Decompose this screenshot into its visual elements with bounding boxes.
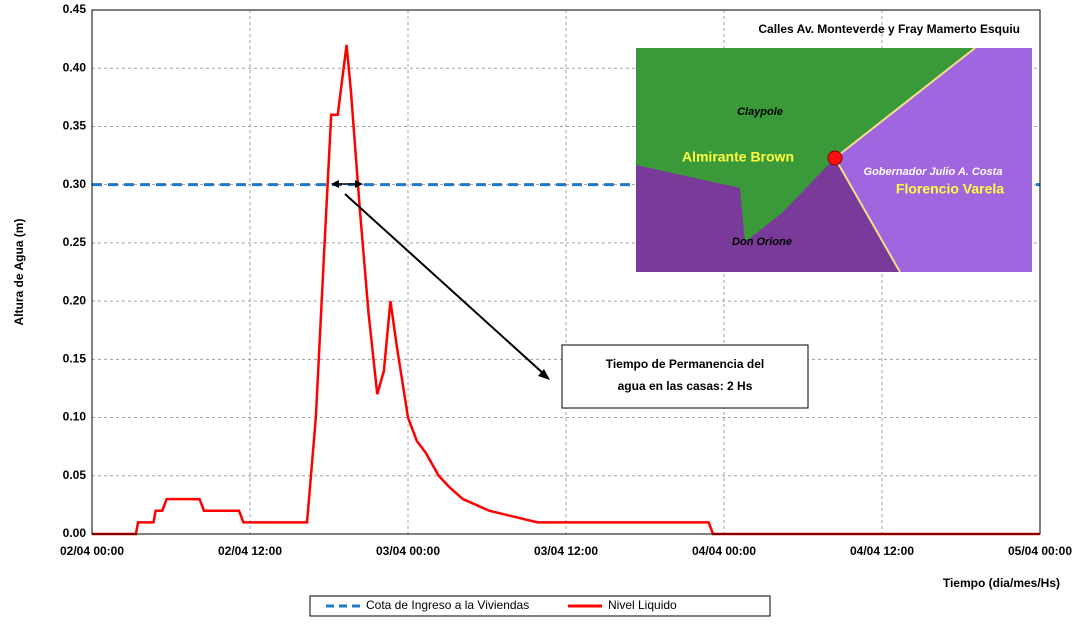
plot-border <box>91 9 1041 535</box>
map-label: Claypole <box>737 106 783 118</box>
y-tick-label: 0.20 <box>63 293 87 307</box>
map-label: Florencio Varela <box>896 181 1004 197</box>
x-tick-label: 02/04 12:00 <box>218 544 282 558</box>
map-label: Almirante Brown <box>682 149 794 165</box>
y-tick-label: 0.45 <box>63 2 87 16</box>
x-tick-label: 04/04 12:00 <box>850 544 914 558</box>
y-tick-label: 0.00 <box>63 526 87 540</box>
x-tick-label: 03/04 12:00 <box>534 544 598 558</box>
y-tick-label: 0.05 <box>63 468 87 482</box>
y-tick-label: 0.30 <box>63 177 87 191</box>
y-tick-label: 0.35 <box>63 119 87 133</box>
inset-title: Calles Av. Monteverde y Fray Mamerto Esq… <box>758 22 1020 36</box>
y-tick-label: 0.10 <box>63 410 87 424</box>
map-dark-purple <box>636 158 900 272</box>
x-tick-label: 04/04 00:00 <box>692 544 756 558</box>
legend-label: Cota de Ingreso a la Viviendas <box>366 598 529 612</box>
y-tick-label: 0.25 <box>63 235 87 249</box>
legend-label: Nivel Liquido <box>608 598 677 612</box>
x-tick-label: 02/04 00:00 <box>60 544 124 558</box>
annotation: Tiempo de Permanencia del agua en las ca… <box>331 180 809 409</box>
y-tick-label: 0.15 <box>63 352 87 366</box>
map-label: Gobernador Julio A. Costa <box>864 166 1003 178</box>
map-light-purple <box>835 48 1032 272</box>
arrow-head <box>355 180 363 188</box>
y-axis-label: Altura de Agua (m) <box>12 219 26 326</box>
callout-text: Tiempo de Permanencia del <box>606 357 765 371</box>
arrow-head <box>331 180 339 188</box>
callout-text: agua en las casas: 2 Hs <box>618 379 753 393</box>
map-label: Don Orione <box>732 236 792 248</box>
x-tick-label: 05/04 00:00 <box>1008 544 1072 558</box>
arrow-head <box>538 369 550 380</box>
series-line <box>92 44 1040 536</box>
x-axis-label: Tiempo (dia/mes/Hs) <box>943 576 1060 590</box>
legend <box>309 595 771 617</box>
x-tick-label: 03/04 00:00 <box>376 544 440 558</box>
legend-items: Cota de Ingreso a la Viviendas Nivel Liqu… <box>326 598 677 612</box>
pointer-arrow <box>344 193 546 376</box>
map-inset <box>636 47 1032 273</box>
callout-box <box>561 344 809 409</box>
map-location <box>827 150 843 166</box>
y-tick-label: 0.40 <box>63 60 87 74</box>
